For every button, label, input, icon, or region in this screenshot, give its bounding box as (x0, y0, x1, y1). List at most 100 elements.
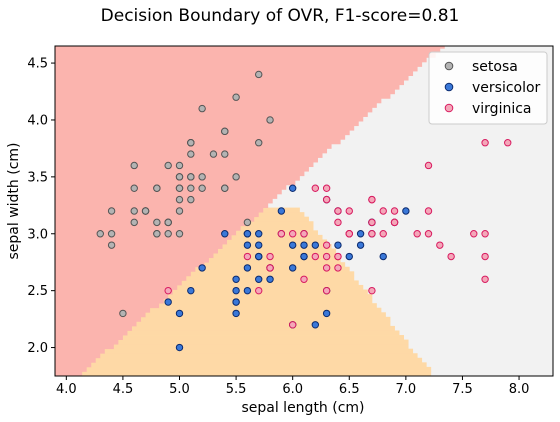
point-virginica (255, 286, 263, 295)
region-cell-setosa (55, 303, 160, 309)
region-cell-setosa (55, 130, 350, 136)
y-axis: 2.0 2.5 3.0 3.5 4.0 4.5 (27, 57, 55, 356)
region-cell-setosa (55, 198, 273, 204)
point-versicolor (300, 241, 308, 249)
point-versicolor (334, 241, 342, 249)
y-tick-label: 2.5 (27, 284, 48, 299)
point-versicolor (322, 309, 331, 318)
point-virginica (300, 275, 308, 283)
point-setosa (164, 230, 172, 238)
region-cell-setosa (55, 71, 414, 76)
region-cell-setosa (55, 244, 223, 249)
region-cell-versicolor (141, 316, 391, 322)
region-cell-versicolor (208, 257, 341, 263)
point-virginica (481, 230, 489, 238)
region-cell-setosa (55, 262, 205, 268)
point-virginica (322, 252, 331, 261)
point-setosa (175, 207, 184, 215)
point-versicolor (175, 309, 184, 318)
point-setosa (187, 173, 195, 181)
point-setosa (175, 173, 184, 181)
region-cell-setosa (55, 189, 282, 195)
region-cell-versicolor (168, 294, 373, 300)
x-tick-label: 7.5 (452, 382, 473, 397)
region-cell-setosa (55, 107, 373, 113)
point-virginica (322, 184, 331, 192)
region-cell-setosa (55, 112, 368, 117)
region-cell-versicolor (236, 230, 318, 236)
point-virginica (447, 252, 455, 261)
region-cell-versicolor (227, 239, 328, 245)
point-virginica (481, 252, 489, 261)
point-setosa (198, 173, 206, 181)
region-cell-setosa (55, 57, 427, 63)
region-cell-setosa (55, 234, 232, 240)
point-virginica (311, 252, 320, 261)
region-cell-setosa (55, 134, 346, 140)
region-cell-setosa (55, 48, 441, 54)
point-setosa (175, 161, 184, 170)
region-cell-setosa (55, 239, 228, 245)
point-virginica (413, 230, 421, 238)
point-virginica (243, 252, 252, 261)
point-virginica (379, 207, 387, 215)
region-cell-setosa (55, 266, 196, 272)
region-cell-versicolor (222, 244, 332, 249)
point-virginica (334, 252, 342, 261)
point-virginica (322, 195, 331, 204)
point-setosa (255, 70, 263, 79)
point-versicolor (232, 309, 240, 318)
region-cell-setosa (55, 102, 377, 108)
legend-label-versicolor: versicolor (472, 80, 541, 96)
region-cell-setosa (55, 212, 260, 218)
region-cell-versicolor (118, 339, 409, 345)
legend-marker-virginica (444, 103, 454, 113)
x-tick-label: 4.0 (56, 382, 77, 397)
region-cell-setosa (55, 93, 391, 99)
legend-marker-versicolor (444, 82, 454, 92)
point-setosa (141, 207, 150, 215)
point-versicolor (311, 321, 320, 329)
point-setosa (187, 139, 195, 147)
region-cell-setosa (55, 66, 418, 72)
legend: setosa versicolor virginica (428, 51, 548, 125)
point-virginica (311, 184, 320, 192)
region-cell-setosa (55, 225, 242, 231)
point-versicolor (164, 298, 172, 306)
point-versicolor (187, 286, 195, 295)
region-cell-setosa (55, 89, 395, 95)
region-cell-setosa (55, 348, 106, 354)
region-cell-setosa (55, 221, 251, 227)
point-virginica (481, 139, 489, 147)
point-versicolor (175, 343, 184, 352)
region-cell-setosa (55, 80, 404, 86)
y-tick-label: 2.0 (27, 341, 48, 356)
y-tick-label: 3.0 (27, 227, 48, 242)
region-cell-setosa (55, 157, 318, 163)
region-cell-setosa (55, 248, 219, 254)
point-setosa (232, 93, 240, 101)
point-setosa (107, 230, 116, 238)
point-virginica (334, 264, 342, 272)
region-cell-setosa (55, 61, 423, 67)
point-virginica (470, 230, 478, 238)
region-cell-setosa (55, 316, 142, 322)
region-cell-setosa (55, 203, 269, 208)
region-cell-versicolor (150, 307, 382, 313)
x-tick-label: 5.5 (226, 382, 247, 397)
point-setosa (119, 309, 127, 318)
point-virginica (334, 218, 342, 227)
region-cell-versicolor (86, 366, 432, 372)
point-versicolor (255, 241, 263, 249)
region-cell-setosa (55, 289, 174, 295)
point-setosa (187, 150, 195, 158)
region-cell-versicolor (122, 335, 404, 340)
x-tick-label: 4.5 (113, 382, 134, 397)
point-virginica (481, 275, 489, 283)
region-cell-versicolor (91, 362, 427, 368)
x-tick-label: 8.0 (509, 382, 530, 397)
point-setosa (153, 184, 161, 192)
region-cell-setosa (55, 216, 255, 222)
x-tick-label: 7.0 (396, 382, 417, 397)
